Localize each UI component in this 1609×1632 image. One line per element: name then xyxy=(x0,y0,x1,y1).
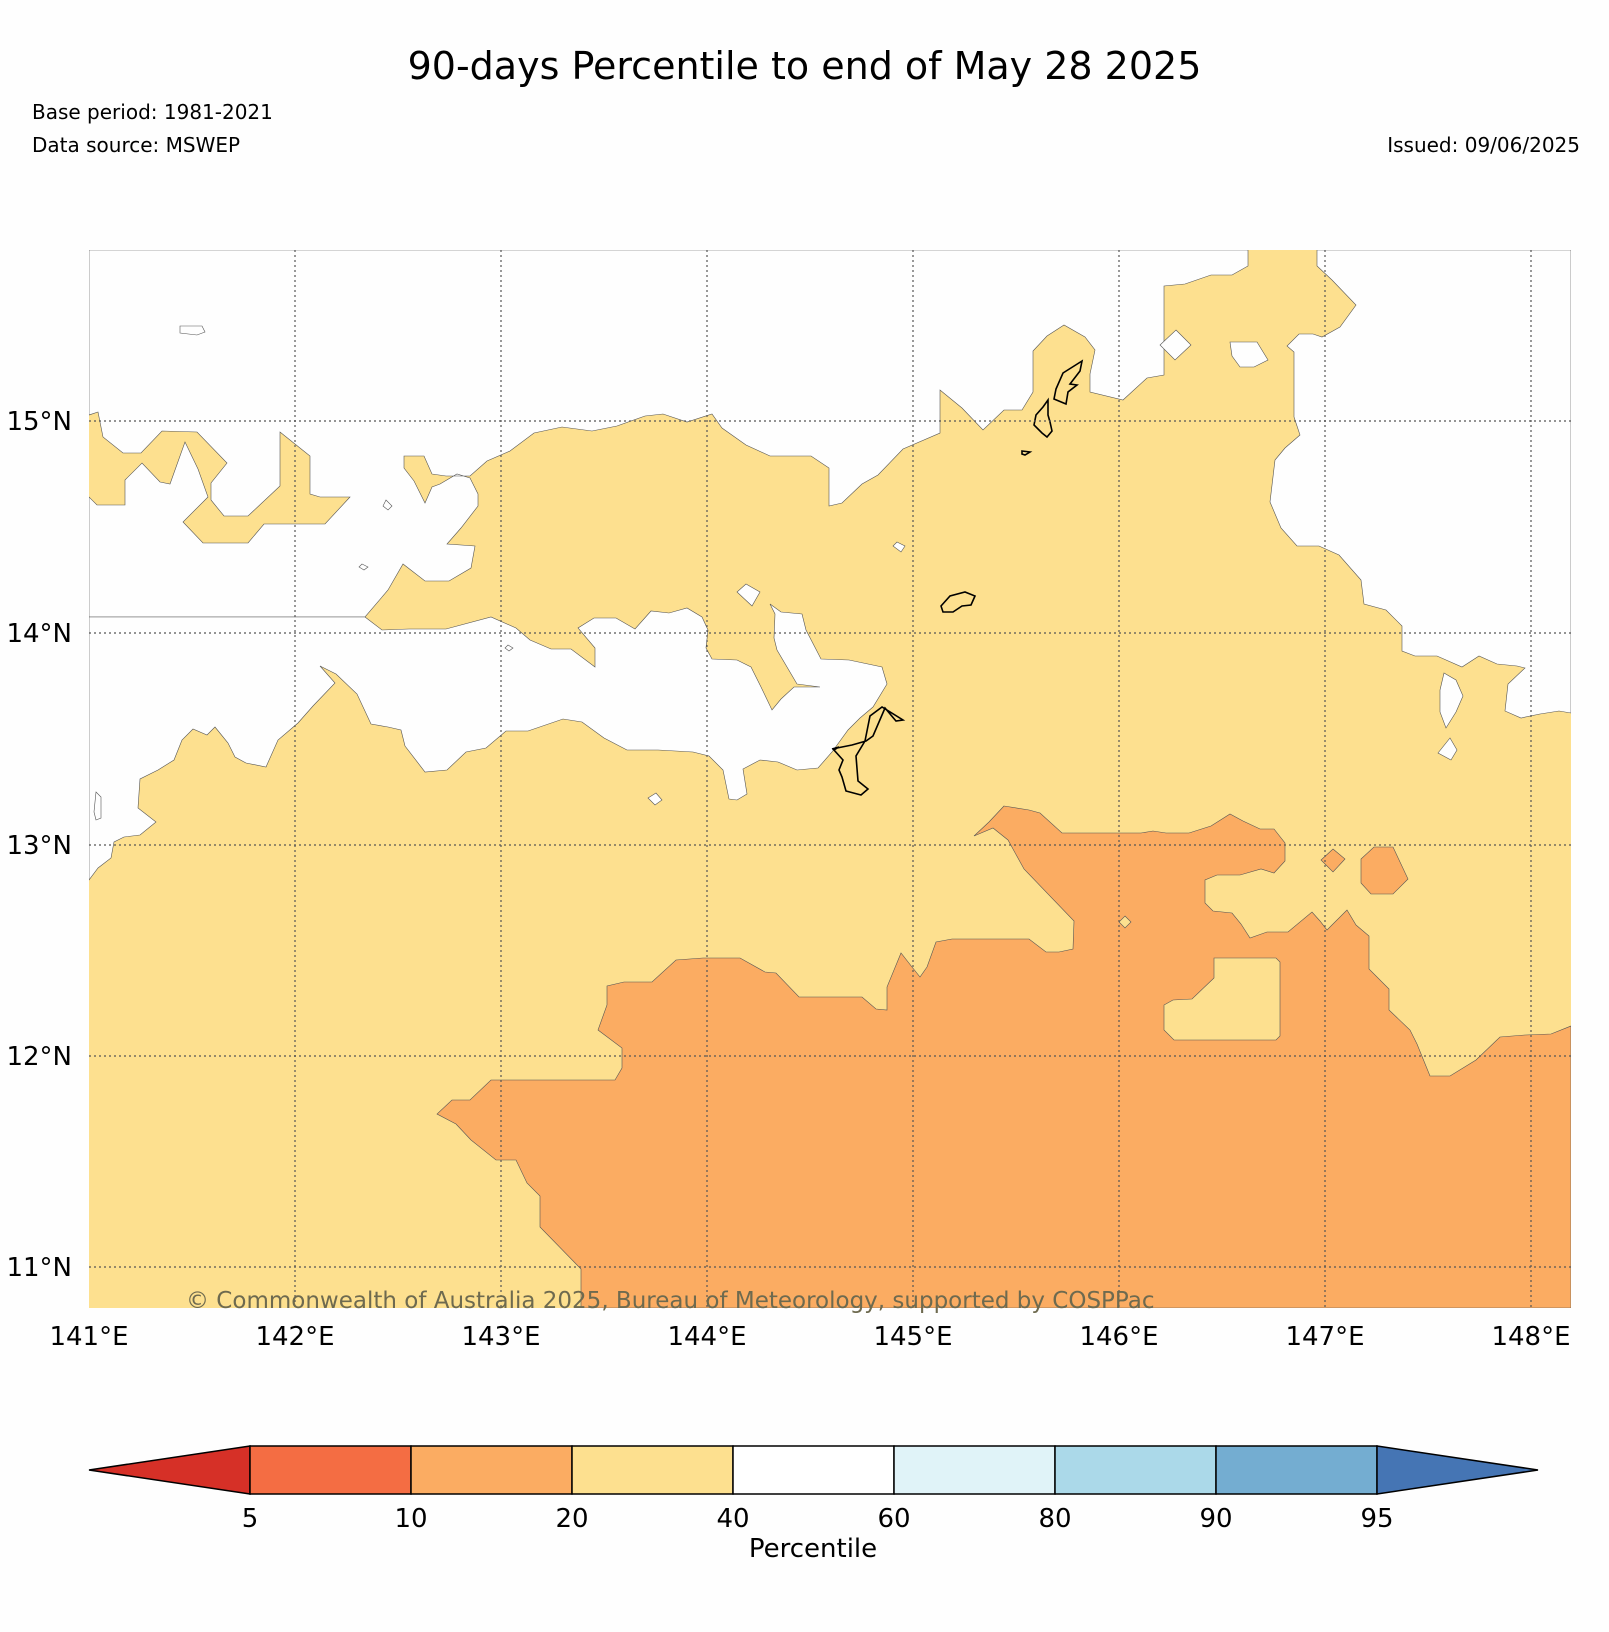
lon-label: 146°E xyxy=(1079,1322,1158,1352)
lake-40-60-3 xyxy=(1439,672,1464,729)
region-10-20-south xyxy=(436,805,1571,1308)
lat-label: 14°N xyxy=(6,619,72,649)
lake-40-60-6 xyxy=(892,541,906,553)
lake-40-60-2 xyxy=(1229,341,1269,368)
lon-label: 147°E xyxy=(1285,1322,1364,1352)
lake-40-60-5 xyxy=(736,583,761,607)
colorbar-segment-20-40 xyxy=(571,1445,734,1495)
coastline-island-4 xyxy=(1053,359,1084,406)
map-title: 90-days Percentile to end of May 28 2025 xyxy=(407,44,1202,88)
colorbar-segment-80-90 xyxy=(1054,1445,1217,1495)
colorbar-tick: 20 xyxy=(555,1504,588,1534)
latitude-labels: 15°N 14°N 13°N 12°N 11°N xyxy=(6,407,72,1283)
lake-40-60-1 xyxy=(1159,329,1192,361)
regions-10-20 xyxy=(436,805,1571,1308)
colorbar-segment-5-10 xyxy=(249,1445,412,1495)
lon-label: 141°E xyxy=(49,1322,128,1352)
lon-label: 142°E xyxy=(255,1322,334,1352)
colorbar-label: Percentile xyxy=(749,1534,877,1564)
lat-label: 12°N xyxy=(6,1042,72,1072)
coastline-island-5 xyxy=(1021,450,1033,456)
lake-40-60-4 xyxy=(1437,737,1458,761)
data-source: Data source: MSWEP xyxy=(32,133,241,157)
lake-40-60-8 xyxy=(647,792,663,806)
lake-40-60-9 xyxy=(382,499,393,511)
colorbar-segment-90-95 xyxy=(1215,1445,1378,1495)
lake-40-60-11 xyxy=(504,644,514,652)
map-plot-area xyxy=(89,250,1571,1308)
colorbar-segment-10-20 xyxy=(410,1445,573,1495)
colorbar-tick: 80 xyxy=(1038,1504,1071,1534)
lon-label: 148°E xyxy=(1491,1322,1570,1352)
lat-label: 15°N xyxy=(6,407,72,437)
lat-label: 13°N xyxy=(6,831,72,861)
coastline-island-2 xyxy=(940,591,977,613)
colorbar: 5 10 20 40 60 80 90 95 Percentile xyxy=(88,1445,1539,1564)
colorbar-segment-60-80 xyxy=(893,1445,1056,1495)
base-period: Base period: 1981-2021 xyxy=(32,100,273,124)
region-40-60-center xyxy=(89,603,888,881)
regions-40-60 xyxy=(89,250,1571,881)
colorbar-tick: 5 xyxy=(242,1504,259,1534)
lake-40-60-10 xyxy=(358,563,369,571)
hole-20-40-2 xyxy=(1118,915,1132,929)
lon-label: 144°E xyxy=(667,1322,746,1352)
coastlines xyxy=(831,359,1084,796)
colorbar-tick: 40 xyxy=(716,1504,749,1534)
colorbar-tick: 10 xyxy=(394,1504,427,1534)
issued-date: Issued: 09/06/2025 xyxy=(1387,133,1580,157)
colorbar-extend-low xyxy=(88,1445,251,1495)
lon-label: 145°E xyxy=(873,1322,952,1352)
coastline-island-3 xyxy=(1033,397,1053,439)
lat-label: 11°N xyxy=(6,1253,72,1283)
lake-40-60-7 xyxy=(93,791,102,821)
colorbar-segment-40-60 xyxy=(732,1445,895,1495)
longitude-labels: 141°E 142°E 143°E 144°E 145°E 146°E 147°… xyxy=(49,1322,1570,1352)
lon-label: 143°E xyxy=(461,1322,540,1352)
copyright-notice: © Commonwealth of Australia 2025, Bureau… xyxy=(186,1288,1155,1314)
colorbar-tick: 60 xyxy=(877,1504,910,1534)
coastline-large-island xyxy=(831,706,906,796)
hole-20-40-1 xyxy=(1163,957,1281,1041)
graticule xyxy=(89,250,1571,1308)
region-40-60-northeast xyxy=(1269,250,1571,719)
colorbar-tick: 95 xyxy=(1360,1504,1393,1534)
colorbar-extend-high xyxy=(1376,1445,1539,1495)
colorbar-ticks: 5 10 20 40 60 80 90 95 xyxy=(242,1504,1394,1534)
colorbar-tick: 90 xyxy=(1199,1504,1232,1534)
region-40-60-north xyxy=(89,250,1249,618)
lake-10-20-2 xyxy=(1360,846,1409,895)
island-40-60 xyxy=(179,325,206,336)
